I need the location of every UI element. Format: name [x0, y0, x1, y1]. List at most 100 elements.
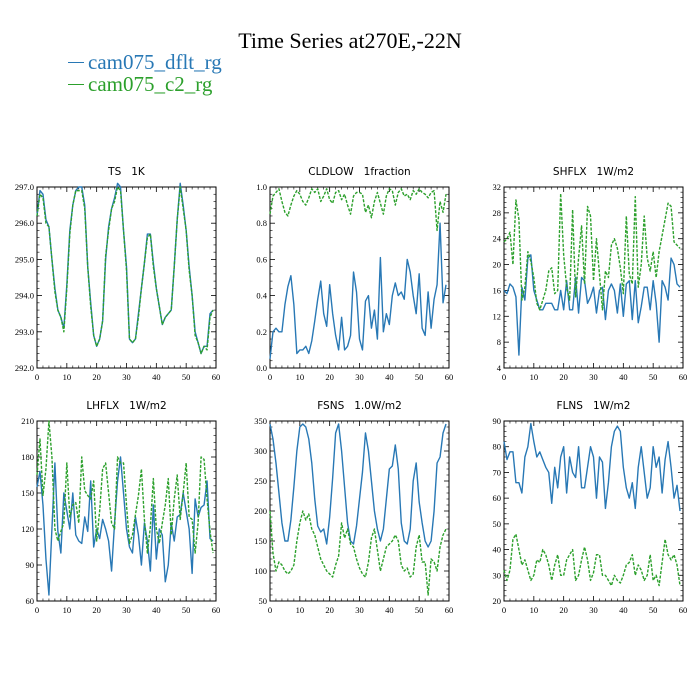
y-tick-label: 16: [493, 285, 502, 295]
y-tick-label: 297.0: [15, 182, 34, 192]
y-tick-label: 24: [493, 234, 502, 244]
x-tick-label: 20: [559, 605, 568, 615]
x-tick-label: 60: [212, 372, 221, 382]
panel-title: FLNS 1W/m2: [557, 400, 631, 412]
series-line-c2: [503, 192, 681, 311]
x-tick-label: 0: [268, 372, 272, 382]
y-tick-label: 210: [21, 416, 34, 426]
x-tick-label: 40: [619, 605, 628, 615]
y-tick-label: 293.0: [15, 327, 34, 337]
y-tick-label: 90: [493, 416, 502, 426]
panel-3: SHFLX 1W/m2 0 10 20 30 40 50 60 4 8 12 16 20 24 28 32: [493, 166, 688, 382]
x-tick-label: 10: [296, 372, 305, 382]
panel-6: FLNS 1W/m2 0 10 20 30 40 50 60 20 30 40 50 60 70 80 90: [493, 400, 688, 615]
y-tick-label: 20: [493, 260, 502, 270]
y-tick-label: 300: [254, 446, 267, 456]
y-tick-label: 292.0: [15, 363, 34, 373]
panel-title: SHFLX 1W/m2: [553, 166, 634, 178]
series-line-dflt: [503, 254, 681, 356]
x-tick-label: 30: [122, 372, 131, 382]
x-tick-label: 60: [445, 372, 454, 382]
series-line-dflt: [503, 422, 681, 512]
plot-frame: [503, 420, 684, 602]
series-line-c2: [269, 188, 447, 232]
legend-swatch-c2: [68, 83, 84, 85]
y-tick-label: 294.0: [15, 291, 34, 301]
x-tick-label: 30: [355, 372, 364, 382]
panel-title: FSNS 1.0W/m2: [317, 400, 402, 412]
y-tick-label: 1.0: [256, 182, 267, 192]
y-tick-label: 4: [497, 363, 502, 373]
series-line-c2: [269, 510, 447, 596]
x-tick-label: 0: [35, 372, 39, 382]
panel-1: TS 1K 0 10 20 30 40 50 60 292.0 293.0 294.0 295.0 29…: [15, 166, 220, 382]
x-tick-label: 10: [530, 372, 539, 382]
y-tick-label: 50: [493, 519, 502, 529]
y-tick-label: 50: [259, 596, 268, 606]
y-tick-label: 200: [254, 506, 267, 516]
y-tick-label: 80: [493, 442, 502, 452]
x-tick-label: 40: [152, 372, 161, 382]
y-tick-label: 0.0: [256, 363, 267, 373]
series-line-dflt: [36, 456, 214, 596]
legend-label-c2: cam075_c2_rg: [88, 72, 213, 96]
x-tick-label: 60: [445, 605, 454, 615]
y-tick-label: 100: [254, 566, 267, 576]
series-line-dflt: [269, 222, 447, 360]
x-tick-label: 50: [649, 605, 658, 615]
x-tick-label: 50: [649, 372, 658, 382]
y-tick-label: 20: [493, 596, 502, 606]
legend-swatch-dflt: [68, 61, 84, 63]
y-tick-label: 120: [21, 524, 34, 534]
y-tick-label: 296.0: [15, 218, 34, 228]
x-tick-label: 50: [182, 372, 191, 382]
x-tick-label: 0: [502, 372, 506, 382]
x-tick-label: 40: [385, 372, 394, 382]
y-tick-label: 250: [254, 476, 267, 486]
x-tick-label: 60: [212, 605, 221, 615]
y-tick-label: 60: [26, 596, 35, 606]
x-tick-label: 50: [415, 605, 424, 615]
series-line-c2: [503, 533, 681, 587]
x-tick-label: 10: [63, 372, 72, 382]
x-tick-label: 60: [679, 372, 688, 382]
x-tick-label: 30: [355, 605, 364, 615]
x-tick-label: 20: [325, 605, 334, 615]
x-tick-label: 30: [589, 372, 598, 382]
figure-title: Time Series at270E,-22N: [238, 28, 462, 53]
panel-title: TS 1K: [107, 166, 146, 178]
y-tick-label: 60: [493, 493, 502, 503]
y-tick-label: 40: [493, 545, 502, 555]
x-tick-label: 20: [559, 372, 568, 382]
x-tick-label: 10: [530, 605, 539, 615]
y-tick-label: 150: [21, 488, 34, 498]
y-tick-label: 295.0: [15, 254, 34, 264]
panel-title: CLDLOW 1fraction: [308, 166, 410, 178]
x-tick-label: 40: [619, 372, 628, 382]
x-tick-label: 60: [679, 605, 688, 615]
x-tick-label: 20: [325, 372, 334, 382]
x-tick-label: 0: [35, 605, 39, 615]
series-line-c2: [36, 420, 214, 554]
y-tick-label: 180: [21, 452, 34, 462]
y-tick-label: 70: [493, 467, 502, 477]
y-tick-label: 150: [254, 536, 267, 546]
y-tick-label: 28: [493, 208, 502, 218]
y-tick-label: 32: [493, 182, 502, 192]
x-tick-label: 40: [385, 605, 394, 615]
x-tick-label: 0: [268, 605, 272, 615]
panel-4: LHFLX 1W/m2 0 10 20 30 40 50 60 60 90 120 150 180 210: [21, 400, 220, 615]
panel-5: FSNS 1.0W/m2 0 10 20 30 40 50 60 50 100 150 200 250 3…: [254, 400, 453, 615]
y-tick-label: 90: [26, 560, 35, 570]
y-tick-label: 0.8: [256, 218, 267, 228]
x-tick-label: 0: [502, 605, 506, 615]
x-tick-label: 20: [92, 605, 101, 615]
x-tick-label: 50: [415, 372, 424, 382]
y-tick-label: 0.6: [256, 254, 267, 264]
legend-entry-dflt: cam075_dflt_rg: [68, 50, 222, 75]
panel-2: CLDLOW 1fraction 0 10 20 30 40 50 60 0.0 0.2 0.4 0.…: [256, 166, 453, 382]
x-tick-label: 10: [63, 605, 72, 615]
legend-label-dflt: cam075_dflt_rg: [88, 50, 222, 74]
y-tick-label: 0.2: [256, 327, 267, 337]
